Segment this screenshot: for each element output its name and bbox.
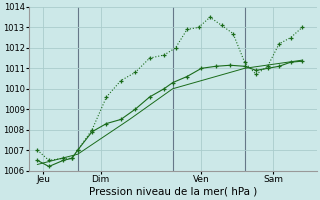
X-axis label: Pression niveau de la mer( hPa ): Pression niveau de la mer( hPa ) — [89, 187, 257, 197]
